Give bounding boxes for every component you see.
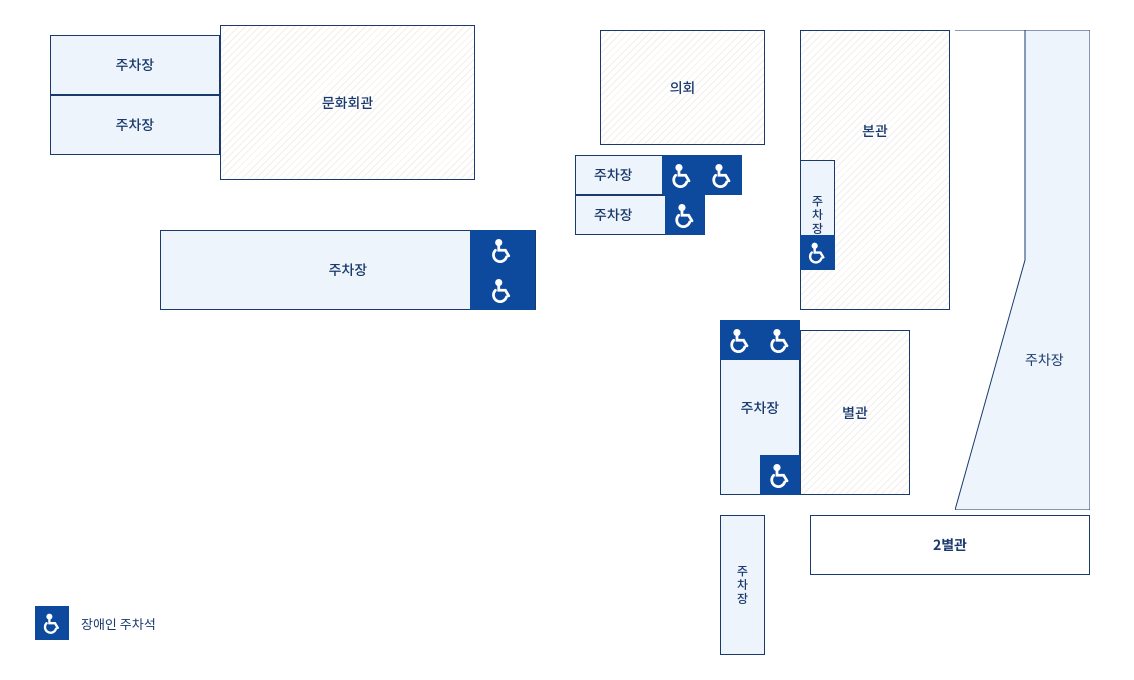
label: 주차장 bbox=[594, 165, 633, 185]
label: 주차장 bbox=[1025, 350, 1064, 370]
handicap-icon bbox=[760, 320, 800, 360]
label: 주차장 bbox=[809, 194, 826, 236]
label: 주차장 bbox=[329, 260, 368, 280]
annex2-building: 2별관 bbox=[810, 515, 1090, 575]
annex-building: 별관 bbox=[800, 330, 910, 495]
handicap-icon bbox=[470, 270, 535, 310]
parking-lot-8: 주차장 bbox=[720, 515, 765, 655]
handicap-icon bbox=[662, 155, 702, 195]
label: 2별관 bbox=[933, 535, 967, 555]
legend: 장애인 주차석 bbox=[35, 606, 156, 640]
handicap-icon bbox=[760, 455, 800, 495]
label: 주차장 bbox=[734, 564, 751, 606]
label: 주차장 bbox=[594, 205, 633, 225]
label: 별관 bbox=[842, 403, 868, 423]
handicap-icon bbox=[35, 606, 69, 640]
culture-hall: 문화회관 bbox=[220, 25, 475, 180]
parking-lot-right: 주차장 bbox=[955, 30, 1090, 510]
assembly-building: 의회 bbox=[600, 30, 765, 145]
label: 주차장 bbox=[116, 55, 155, 75]
parking-lot-2: 주차장 bbox=[50, 95, 220, 155]
label: 의회 bbox=[670, 78, 696, 98]
label: 본관 bbox=[862, 121, 888, 141]
legend-label: 장애인 주차석 bbox=[81, 614, 156, 633]
handicap-icon bbox=[800, 235, 835, 270]
label: 주차장 bbox=[116, 115, 155, 135]
handicap-icon bbox=[665, 195, 705, 235]
label: 문화회관 bbox=[322, 93, 374, 113]
parking-lot-1: 주차장 bbox=[50, 35, 220, 95]
label: 주차장 bbox=[741, 398, 780, 418]
handicap-icon bbox=[720, 320, 760, 360]
handicap-icon bbox=[470, 230, 535, 270]
handicap-icon bbox=[702, 155, 742, 195]
